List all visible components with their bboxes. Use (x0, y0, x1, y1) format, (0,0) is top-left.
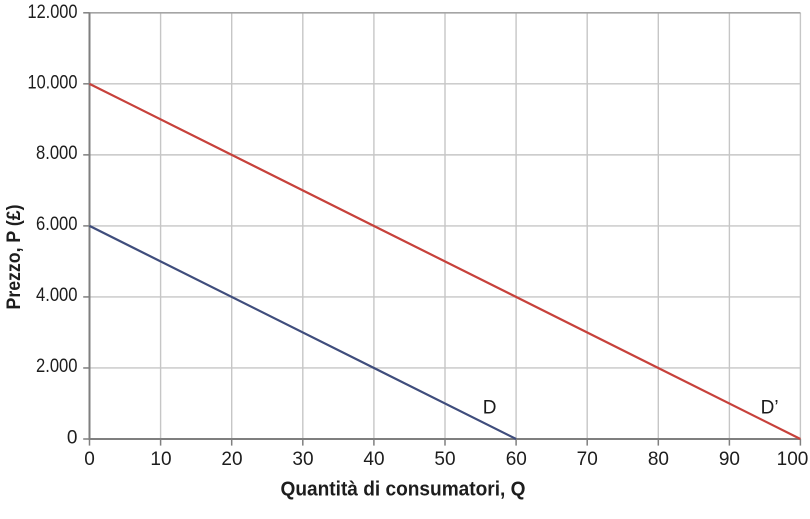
svg-text:60: 60 (506, 449, 527, 470)
svg-text:Prezzo, P (£): Prezzo, P (£) (3, 205, 25, 310)
svg-text:0: 0 (67, 427, 78, 448)
svg-text:D: D (483, 398, 497, 419)
svg-text:4.000: 4.000 (36, 285, 78, 306)
svg-text:2.000: 2.000 (36, 356, 78, 377)
svg-text:Quantità di consumatori, Q: Quantità di consumatori, Q (281, 478, 526, 500)
svg-text:10: 10 (150, 449, 171, 470)
svg-text:80: 80 (648, 449, 669, 470)
svg-text:40: 40 (363, 449, 384, 470)
svg-text:90: 90 (719, 449, 740, 470)
svg-text:100: 100 (777, 449, 809, 470)
svg-text:12.000: 12.000 (28, 2, 78, 23)
svg-text:0: 0 (84, 449, 95, 470)
svg-text:10.000: 10.000 (28, 72, 78, 93)
svg-text:30: 30 (292, 449, 313, 470)
svg-text:20: 20 (221, 449, 242, 470)
svg-text:70: 70 (577, 449, 598, 470)
svg-text:8.000: 8.000 (36, 143, 78, 164)
svg-text:50: 50 (434, 449, 455, 470)
svg-text:6.000: 6.000 (36, 214, 78, 235)
svg-text:D’: D’ (761, 398, 779, 419)
